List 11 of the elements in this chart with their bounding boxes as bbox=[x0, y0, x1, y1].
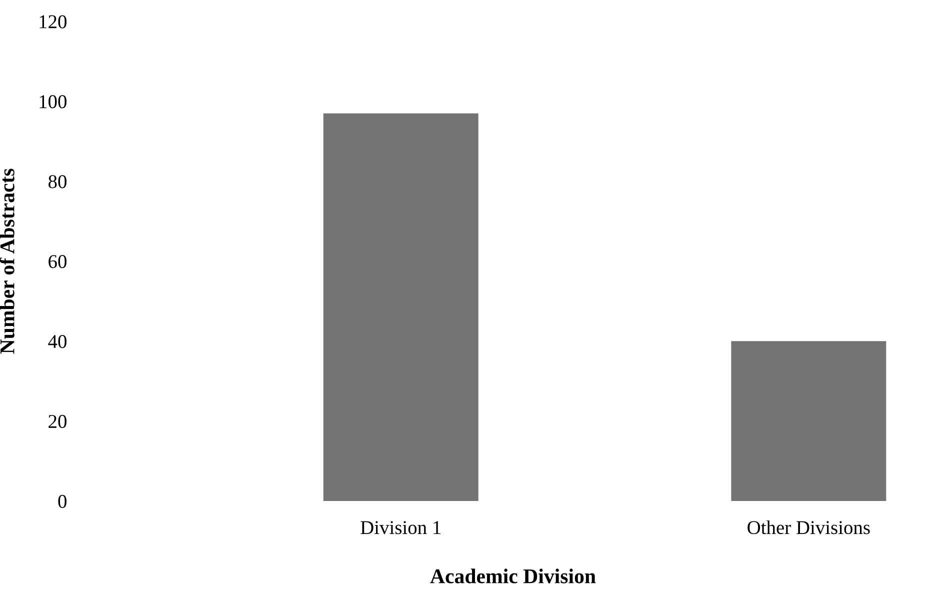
x-tick-label: Other Divisions bbox=[748, 520, 870, 534]
x-tick-label: Division 1 bbox=[360, 521, 440, 534]
y-tick-label: 40 bbox=[48, 334, 66, 348]
y-tick-label: 100 bbox=[40, 95, 66, 108]
y-tick-label: 0 bbox=[58, 494, 66, 508]
x-axis-title: Academic Division bbox=[430, 568, 596, 584]
y-tick-label: 120 bbox=[40, 15, 66, 28]
y-axis-title: Number of Abstracts bbox=[0, 168, 14, 354]
y-tick-label: 20 bbox=[48, 414, 66, 428]
y-tick-label: 80 bbox=[48, 175, 66, 188]
y-tick-label: 60 bbox=[48, 255, 66, 268]
